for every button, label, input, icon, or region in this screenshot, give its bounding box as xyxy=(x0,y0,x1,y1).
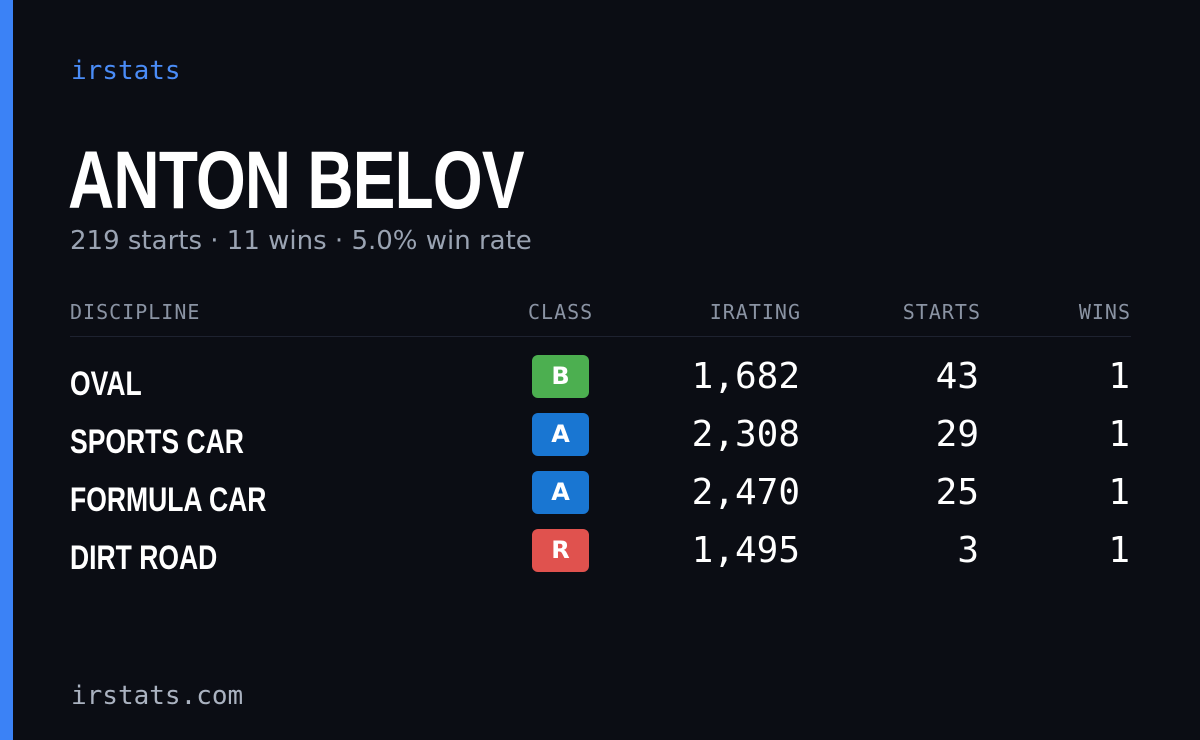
brand-logo: irstats xyxy=(71,56,181,86)
discipline-name: FORMULA CAR xyxy=(70,481,267,519)
class-badge: A xyxy=(532,471,589,514)
discipline-name: SPORTS CAR xyxy=(70,423,244,461)
class-badge: A xyxy=(532,413,589,456)
header-wins: WINS xyxy=(1078,300,1131,324)
starts-value: 29 xyxy=(935,414,979,455)
wins-value: 1 xyxy=(1108,414,1130,455)
driver-name: ANTON BELOV xyxy=(68,135,525,226)
accent-bar xyxy=(0,0,13,740)
header-irating: IRATING xyxy=(709,300,801,324)
table-row: DIRT ROAD R 1,495 3 1 xyxy=(70,527,1131,585)
header-class: CLASS xyxy=(528,300,594,324)
wins-value: 1 xyxy=(1108,356,1130,397)
discipline-table: DISCIPLINE CLASS IRATING STARTS WINS OVA… xyxy=(70,296,1131,585)
irating-value: 2,308 xyxy=(691,414,800,455)
footer-url: irstats.com xyxy=(71,681,244,711)
wins-value: 1 xyxy=(1108,530,1130,571)
starts-value: 25 xyxy=(935,472,979,513)
discipline-name: OVAL xyxy=(70,365,142,403)
header-starts: STARTS xyxy=(902,300,981,324)
table-body: OVAL B 1,682 43 1 SPORTS CAR A 2,308 29 … xyxy=(70,337,1131,585)
class-badge: R xyxy=(532,529,589,572)
discipline-name: DIRT ROAD xyxy=(70,539,218,577)
irating-value: 1,682 xyxy=(691,356,800,397)
irating-value: 2,470 xyxy=(691,472,800,513)
wins-value: 1 xyxy=(1108,472,1130,513)
table-row: OVAL B 1,682 43 1 xyxy=(70,353,1131,411)
header-discipline: DISCIPLINE xyxy=(70,300,201,324)
driver-summary: 219 starts · 11 wins · 5.0% win rate xyxy=(70,226,532,256)
table-row: SPORTS CAR A 2,308 29 1 xyxy=(70,411,1131,469)
starts-value: 3 xyxy=(957,530,979,571)
starts-value: 43 xyxy=(935,356,979,397)
irating-value: 1,495 xyxy=(691,530,800,571)
table-row: FORMULA CAR A 2,470 25 1 xyxy=(70,469,1131,527)
table-header: DISCIPLINE CLASS IRATING STARTS WINS xyxy=(70,296,1131,337)
class-badge: B xyxy=(532,355,589,398)
